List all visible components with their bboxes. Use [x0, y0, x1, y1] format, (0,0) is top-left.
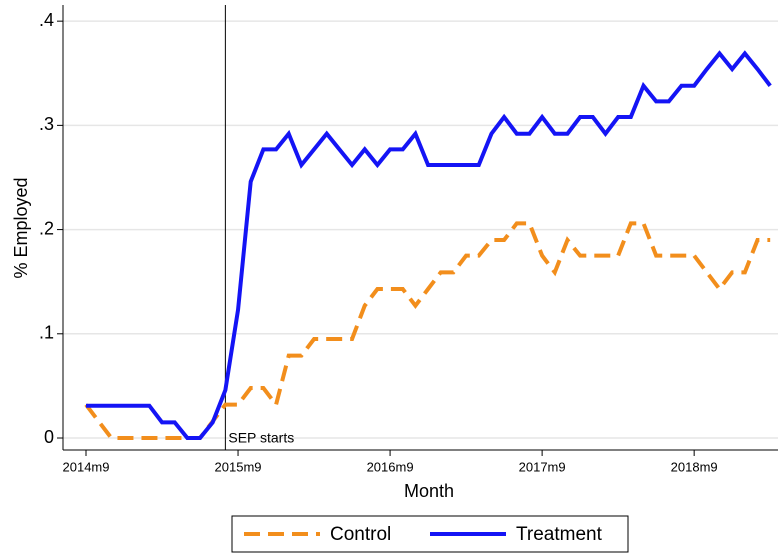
y-tick-label: .4 — [39, 10, 54, 30]
legend-label: Treatment — [516, 524, 603, 545]
series-line — [84, 221, 771, 441]
y-tick-label: .2 — [39, 218, 54, 238]
x-tick-label: 2018m9 — [671, 459, 718, 474]
y-tick-label: .3 — [39, 114, 54, 134]
y-tick-label: 0 — [44, 427, 54, 447]
y-axis-title: % Employed — [11, 177, 31, 278]
x-axis-title: Month — [404, 481, 454, 501]
y-tick-label: .1 — [39, 323, 54, 343]
legend-label: Control — [330, 524, 391, 545]
series-line — [86, 50, 772, 441]
x-tick-label: 2017m9 — [519, 459, 566, 474]
event-label: SEP starts — [228, 430, 294, 446]
x-tick-label: 2014m9 — [63, 459, 110, 474]
x-tick-label: 2015m9 — [215, 459, 262, 474]
x-tick-label: 2016m9 — [367, 459, 414, 474]
